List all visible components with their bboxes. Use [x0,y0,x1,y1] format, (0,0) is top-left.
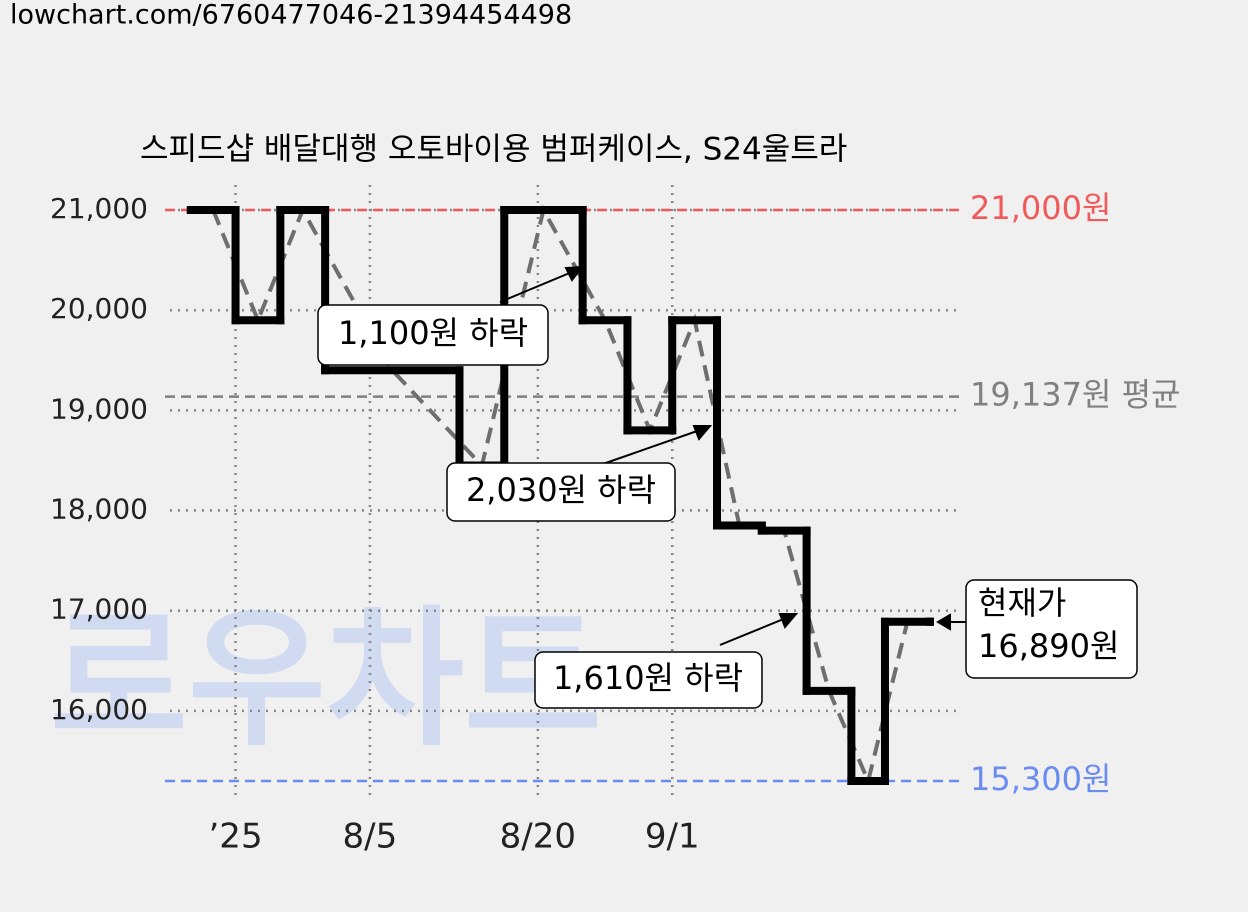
x-tick-label: ’25 [209,817,263,857]
annotation-box [534,651,763,709]
annotation-text: 2,030원 하락 [466,471,656,509]
y-tick-label: 16,000 [50,693,148,726]
current-price-label: 현재가 [978,584,1066,622]
x-tick-label: 9/1 [645,817,700,857]
y-tick-label: 18,000 [50,493,148,526]
reference-label: 21,000원 [970,189,1111,227]
y-tick-label: 20,000 [50,292,148,325]
y-tick-label: 21,000 [50,192,148,225]
arrow-head [778,613,799,629]
annotation-box [446,462,676,522]
chart-title: 스피드샵 배달대행 오토바이용 범퍼케이스, S24울트라 [140,132,847,168]
arrow-head [936,613,951,631]
annotation-text: 1,100원 하락 [338,314,528,352]
plot-area: 16,000 17,000 18,000 19,000 20,000 21,000 ’25 8… [50,185,1180,857]
arrow [499,271,573,303]
annotations [317,265,1138,709]
x-tick-label: 8/5 [343,817,398,857]
y-tick-label: 17,000 [50,593,148,626]
x-tick-label: 8/20 [500,817,576,857]
arrow-head [564,265,585,282]
arrow [719,617,787,646]
arrow-head [692,425,713,441]
header-url: lowchart.com/6760477046-21394454498 [10,0,572,31]
annotation-text: 1,610원 하락 [553,659,743,697]
current-price-value: 16,890원 [978,627,1119,665]
reference-label: 19,137원 평균 [970,376,1180,414]
annotation-box [965,579,1138,679]
watermark: 로우차트 [50,593,602,767]
annotation-box [317,304,549,366]
y-tick-label: 19,000 [50,392,148,425]
reference-label: 15,300원 [970,760,1111,798]
arrow [599,429,701,466]
